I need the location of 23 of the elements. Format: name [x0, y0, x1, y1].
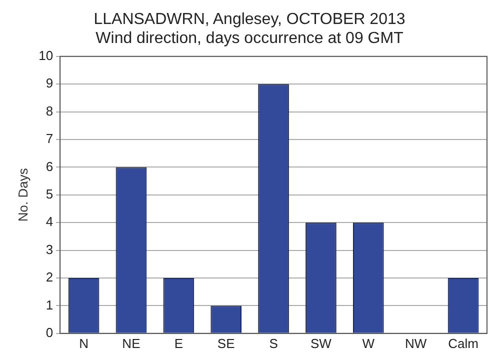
- y-tick-label: 2: [46, 270, 54, 285]
- x-tick-label: NE: [122, 336, 141, 351]
- y-tick-label: 1: [46, 297, 54, 312]
- y-tick-label: 6: [46, 158, 54, 174]
- x-tick-label: NW: [405, 336, 428, 351]
- y-tick-label: 4: [46, 214, 54, 230]
- x-tick-label: W: [362, 336, 376, 351]
- y-tick-label: 5: [46, 186, 54, 202]
- chart-subtitle: Wind direction, days occurrence at 09 GMT: [96, 30, 404, 48]
- y-axis-title: No. Days: [15, 168, 30, 222]
- x-tick-label: SW: [310, 336, 332, 351]
- y-tick-label: 0: [46, 324, 54, 340]
- chart-title: LLANSADWRN, Anglesey, OCTOBER 2013: [94, 11, 406, 28]
- x-tick-label: N: [79, 336, 88, 351]
- y-tick-label: 7: [46, 131, 54, 146]
- y-tick-label: 8: [46, 103, 54, 118]
- x-tick-label: SE: [217, 336, 236, 351]
- x-tick-label: S: [269, 336, 278, 351]
- y-tick-label: 3: [46, 242, 54, 257]
- y-tick-label: 9: [46, 76, 54, 91]
- y-tick-label: 10: [38, 48, 54, 63]
- x-tick-label: E: [174, 336, 184, 351]
- x-tick-label: Calm: [448, 336, 478, 351]
